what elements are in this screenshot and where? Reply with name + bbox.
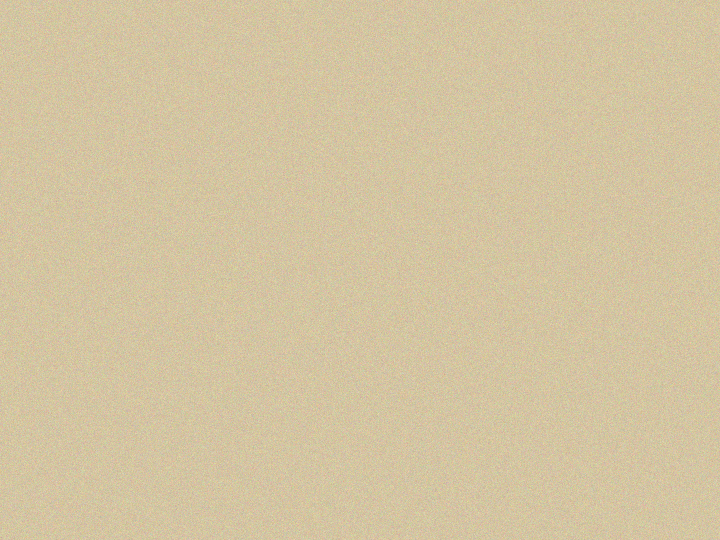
- Text: Fibrinogen: Fibrinogen: [68, 446, 172, 463]
- Text: Total: Total: [225, 483, 271, 501]
- Text: 21.8: 21.8: [498, 375, 539, 393]
- Text: 28.0: 28.0: [498, 483, 539, 501]
- Text: 0.3: 0.3: [298, 446, 328, 463]
- Text: Albumin: Albumin: [68, 375, 148, 393]
- Text: plasma results from the presence of: plasma results from the presence of: [76, 231, 477, 253]
- Text: •: •: [40, 181, 58, 212]
- Text: 4.5: 4.5: [298, 375, 328, 393]
- Text: Osmotic Pressure: Osmotic Pressure: [22, 76, 297, 103]
- Text: albumin: albumin: [504, 231, 593, 253]
- Text: 6.0: 6.0: [503, 410, 534, 428]
- Text: 2.5: 2.5: [298, 410, 328, 428]
- Text: 7.3: 7.3: [298, 483, 328, 501]
- Text: Copyright © 2006 by Elsevier, Inc.: Copyright © 2006 by Elsevier, Inc.: [14, 521, 197, 530]
- Text: πp(mmHg): πp(mmHg): [467, 348, 570, 367]
- Text: Globulins: Globulins: [68, 410, 158, 428]
- Text: and 25% is due to: and 25% is due to: [76, 280, 279, 302]
- Text: 75% of the total colloid osmotic pressure of: 75% of the total colloid osmotic pressur…: [76, 181, 552, 203]
- Bar: [0, 0, 720, 162]
- Text: gm/dl: gm/dl: [286, 348, 341, 366]
- Text: 0.2: 0.2: [503, 446, 534, 463]
- Text: Plasma Proteins and Colloid: Plasma Proteins and Colloid: [22, 14, 462, 40]
- Text: globulins.: globulins.: [295, 280, 402, 302]
